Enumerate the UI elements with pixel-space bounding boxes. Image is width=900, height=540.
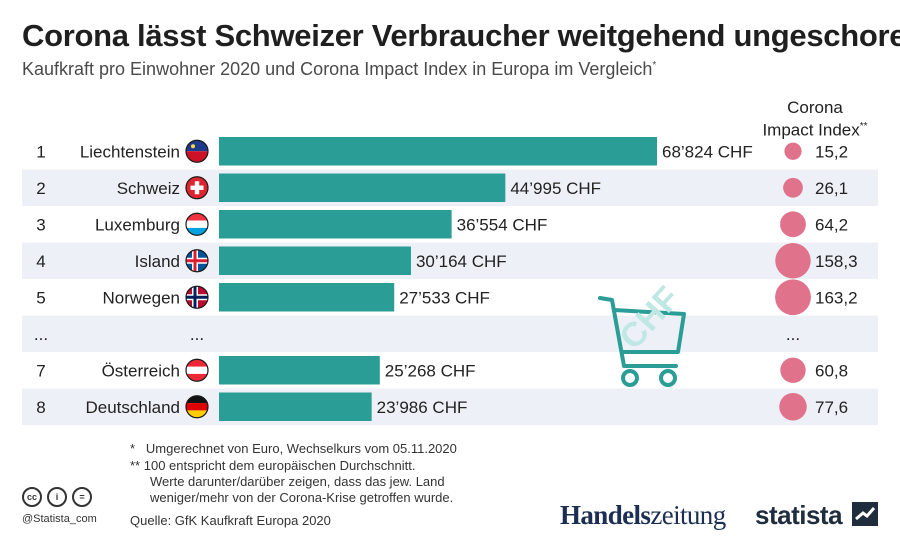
subtitle-footnote-mark: *: [652, 60, 657, 71]
value-label: 36’554 CHF: [457, 215, 548, 234]
footnote-2-line1: 100 entspricht dem europäischen Durchsch…: [143, 458, 416, 473]
table-row: 8 Deutschland 23’986 CHF 77,6: [36, 392, 848, 421]
rank-label: 2: [36, 179, 45, 198]
rank-label: 1: [36, 142, 45, 161]
table-row: 1 Liechtenstein 68’824 CHF 15,2: [36, 137, 848, 166]
impact-bubble-at: [780, 357, 806, 383]
attribution-icon[interactable]: i: [47, 487, 67, 507]
table-row: 5 Norwegen 27’533 CHF 163,2: [36, 279, 858, 316]
impact-bubble-is: [775, 243, 811, 279]
table-row: .........: [34, 325, 800, 344]
table-row: 2 Schweiz 44’995 CHF 26,1: [36, 173, 848, 202]
statista-logo-icon: [852, 502, 878, 526]
index-header-mark: **: [859, 121, 868, 132]
rank-label: 5: [36, 288, 45, 307]
index-label: 163,2: [815, 288, 858, 307]
country-label: Norwegen: [103, 288, 181, 307]
gap-index: ...: [786, 325, 800, 344]
chart-title: Corona lässt Schweizer Verbraucher weitg…: [22, 18, 900, 53]
flag-li-icon: [186, 140, 208, 163]
impact-bubble-de: [779, 393, 807, 421]
value-label: 30’164 CHF: [416, 252, 507, 271]
row-stripe: [22, 242, 878, 279]
index-label: 158,3: [815, 252, 858, 271]
footnote-2-line2: Werte darunter/darüber zeigen, dass das …: [150, 474, 445, 489]
index-label: 64,2: [815, 215, 848, 234]
footnote-1: * Umgerechnet von Euro, Wechselkurs vom …: [130, 441, 457, 457]
flag-ch-icon: [186, 176, 208, 199]
cart-wheel-right: [659, 369, 677, 387]
index-label: 26,1: [815, 179, 848, 198]
rank-label: 8: [36, 398, 45, 417]
source-text: Quelle: GfK Kaufkraft Europa 2020: [130, 513, 331, 528]
rank-label: 4: [36, 252, 45, 271]
country-label: Österreich: [102, 361, 180, 380]
index-label: 60,8: [815, 361, 848, 380]
index-column-header: Corona Impact Index**: [748, 98, 882, 140]
index-header-line2: Impact Index**: [748, 117, 882, 140]
bar-at: [219, 356, 380, 385]
bar-no: [219, 283, 395, 312]
impact-bubble-li: [784, 142, 802, 160]
handelszeitung-logo-a: Handels: [560, 500, 651, 530]
bar-ch: [219, 173, 506, 202]
impact-bubble-lu: [780, 211, 806, 238]
index-header-line1: Corona: [787, 98, 843, 117]
footnote-2-mark: **: [130, 458, 141, 473]
rank-label: 3: [36, 215, 45, 234]
bar-lu: [219, 210, 452, 239]
table-row: 4 Island 30’164 CHF 158,3: [36, 243, 858, 279]
value-label: 44’995 CHF: [510, 179, 601, 198]
country-label: Deutschland: [85, 398, 180, 417]
country-label: Island: [135, 252, 180, 271]
country-label: Liechtenstein: [80, 142, 180, 161]
country-label: Luxemburg: [95, 215, 180, 234]
license-icons: cc i =: [22, 487, 92, 507]
country-label: Schweiz: [117, 179, 180, 198]
gap-rank: ...: [34, 325, 48, 344]
footnote-2-line3: weniger/mehr von der Corona-Krise getrof…: [150, 490, 454, 505]
flag-de-icon: [186, 395, 208, 418]
statista-logo[interactable]: statista: [755, 500, 843, 530]
cc-icon[interactable]: cc: [22, 487, 42, 507]
cart-frame: [598, 296, 678, 368]
row-stripe: [22, 388, 878, 425]
rank-label: 7: [36, 361, 45, 380]
subtitle-text: Kaufkraft pro Einwohner 2020 und Corona …: [22, 59, 653, 79]
footnote-1-mark: *: [130, 441, 136, 456]
bar-li: [219, 137, 657, 166]
no-derivatives-icon[interactable]: =: [72, 487, 92, 507]
flag-lu-icon: [186, 213, 208, 236]
cart-basket: [613, 308, 686, 354]
footnote-2: ** 100 entspricht dem europäischen Durch…: [130, 458, 415, 474]
value-label: 25’268 CHF: [385, 361, 476, 380]
bar-de: [219, 392, 372, 421]
index-header-text: Impact Index: [762, 120, 860, 140]
table-row: 7 Österreich 25’268 CHF 60,8: [36, 356, 848, 385]
flag-at-icon: [186, 359, 208, 382]
gap-country: ...: [190, 325, 204, 344]
value-label: 68’824 CHF: [662, 142, 753, 161]
handelszeitung-logo-b: zeitung: [650, 500, 726, 530]
impact-bubble-ch: [783, 177, 803, 198]
handelszeitung-logo[interactable]: Handelszeitung: [560, 500, 726, 531]
footnote-1-text: Umgerechnet von Euro, Wechselkurs vom 05…: [145, 441, 457, 456]
table-row: 3 Luxemburg 36’554 CHF 64,2: [36, 210, 848, 239]
row-stripe: [22, 315, 878, 352]
cart-wheel-left: [621, 369, 639, 387]
flag-is-icon: [186, 249, 208, 272]
flag-no-icon: [186, 286, 208, 309]
index-label: 77,6: [815, 398, 848, 417]
value-label: 27’533 CHF: [399, 288, 490, 307]
index-label: 15,2: [815, 142, 848, 161]
chart-subtitle: Kaufkraft pro Einwohner 2020 und Corona …: [22, 59, 656, 80]
statista-handle[interactable]: @Statista_com: [22, 513, 97, 525]
value-label: 23’986 CHF: [377, 398, 468, 417]
bar-is: [219, 246, 411, 275]
impact-bubble-no: [775, 279, 811, 316]
